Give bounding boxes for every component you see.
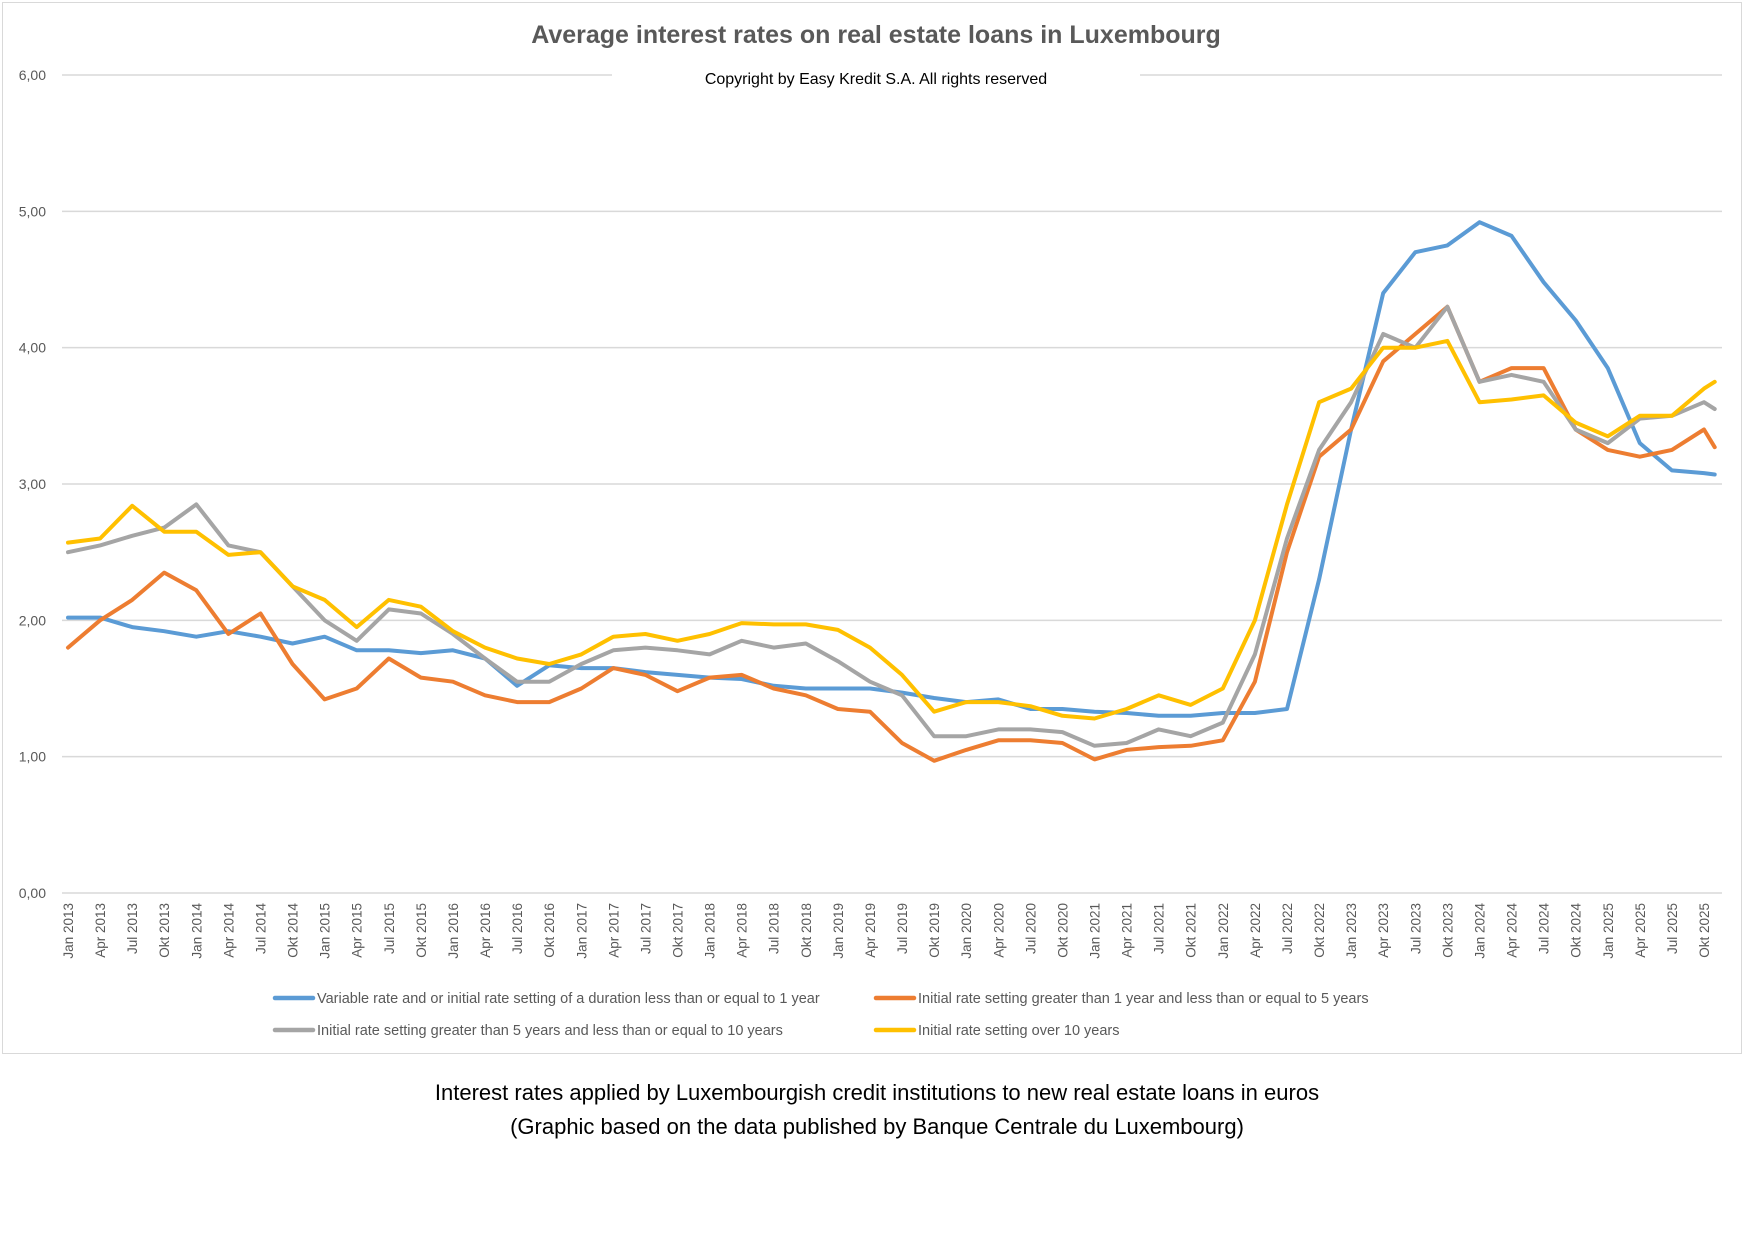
x-tick-label: Jul 2017 [638, 903, 653, 954]
x-tick-label: Jan 2022 [1216, 903, 1231, 959]
legend-item: Initial rate setting greater than 1 year… [873, 991, 1369, 1007]
x-tick-label: Okt 2015 [414, 903, 429, 958]
x-tick-label: Okt 2019 [927, 903, 942, 958]
x-tick-label: Jul 2023 [1408, 903, 1423, 954]
x-tick-label: Jul 2025 [1665, 903, 1680, 954]
x-tick-label: Jan 2021 [1088, 903, 1103, 959]
x-tick-label: Apr 2014 [221, 903, 236, 958]
legend-item: Variable rate and or initial rate settin… [272, 991, 820, 1007]
x-tick-label: Jul 2022 [1280, 903, 1295, 954]
x-tick-label: Jan 2016 [446, 903, 461, 959]
x-tick-label: Jan 2014 [189, 903, 204, 959]
caption-line-2: (Graphic based on the data published by … [510, 1114, 1244, 1139]
x-tick-label: Apr 2023 [1376, 903, 1391, 958]
series-line-4 [66, 338, 1717, 721]
y-tick-label: 2,00 [19, 612, 46, 628]
x-tick-label: Jul 2020 [1023, 903, 1038, 954]
y-tick-label: 6,00 [19, 67, 46, 83]
x-tick-label: Apr 2022 [1248, 903, 1263, 958]
x-tick-label: Okt 2024 [1569, 903, 1584, 958]
x-tick-label: Okt 2020 [1055, 903, 1070, 958]
y-tick-label: 3,00 [19, 476, 46, 492]
legend-label: Variable rate and or initial rate settin… [317, 991, 820, 1007]
x-tick-label: Jul 2021 [1152, 903, 1167, 954]
legend-item: Initial rate setting greater than 5 year… [272, 1023, 783, 1039]
x-tick-label: Jan 2025 [1601, 903, 1616, 959]
x-tick-label: Apr 2019 [863, 903, 878, 958]
x-tick-label: Jul 2018 [767, 903, 782, 954]
legend-label: Initial rate setting greater than 5 year… [317, 1023, 783, 1039]
x-tick-label: Jul 2019 [895, 903, 910, 954]
chart-title: Average interest rates on real estate lo… [531, 21, 1221, 49]
x-tick-label: Okt 2023 [1440, 903, 1455, 958]
y-tick-label: 5,00 [19, 203, 46, 219]
x-tick-label: Okt 2025 [1697, 903, 1712, 958]
x-tick-label: Okt 2016 [542, 903, 557, 958]
x-tick-label: Apr 2021 [1120, 903, 1135, 958]
x-tick-label: Apr 2020 [991, 903, 1006, 958]
legend-item: Initial rate setting over 10 years [873, 1023, 1120, 1039]
x-tick-label: Jul 2013 [125, 903, 140, 954]
x-tick-label: Okt 2022 [1312, 903, 1327, 958]
x-tick-label: Jul 2014 [253, 903, 268, 955]
x-tick-label: Jan 2023 [1344, 903, 1359, 959]
x-tick-label: Jan 2024 [1472, 903, 1487, 959]
legend-label: Initial rate setting over 10 years [918, 1023, 1120, 1039]
y-tick-label: 1,00 [19, 749, 46, 765]
series-line-3 [66, 304, 1717, 748]
x-tick-label: Jul 2024 [1537, 903, 1552, 955]
x-tick-label: Jan 2019 [831, 903, 846, 959]
chart-frame [2, 2, 1742, 1054]
x-tick-label: Apr 2025 [1633, 903, 1648, 958]
x-tick-label: Okt 2018 [799, 903, 814, 958]
x-tick-label: Jul 2015 [382, 903, 397, 954]
x-tick-label: Okt 2021 [1184, 903, 1199, 958]
x-tick-label: Jan 2015 [318, 903, 333, 959]
x-tick-label: Okt 2014 [286, 903, 301, 958]
x-tick-label: Apr 2015 [350, 903, 365, 958]
chart-subtitle: Copyright by Easy Kredit S.A. All rights… [705, 71, 1047, 88]
x-tick-label: Apr 2024 [1505, 903, 1520, 958]
y-tick-label: 4,00 [19, 340, 46, 356]
x-tick-label: Apr 2013 [93, 903, 108, 958]
x-tick-label: Jan 2013 [61, 903, 76, 959]
series-line-1 [66, 220, 1717, 718]
x-tick-label: Okt 2013 [157, 903, 172, 958]
caption-line-1: Interest rates applied by Luxembourgish … [434, 1080, 1320, 1105]
x-tick-label: Jan 2018 [703, 903, 718, 959]
x-tick-label: Jul 2016 [510, 903, 525, 954]
x-tick-label: Jan 2017 [574, 903, 589, 959]
line-chart: 0,00 1,00 2,00 3,00 4,00 5,00 6,00 Jan 2013 Apr… [19, 21, 1722, 1039]
x-tick-label: Jan 2020 [959, 903, 974, 959]
x-tick-label: Apr 2017 [606, 903, 621, 958]
x-tick-label: Okt 2017 [670, 903, 685, 958]
x-tick-label: Apr 2016 [478, 903, 493, 958]
x-tick-label: Apr 2018 [735, 903, 750, 958]
y-tick-label: 0,00 [19, 885, 46, 901]
legend-label: Initial rate setting greater than 1 year… [918, 991, 1369, 1007]
